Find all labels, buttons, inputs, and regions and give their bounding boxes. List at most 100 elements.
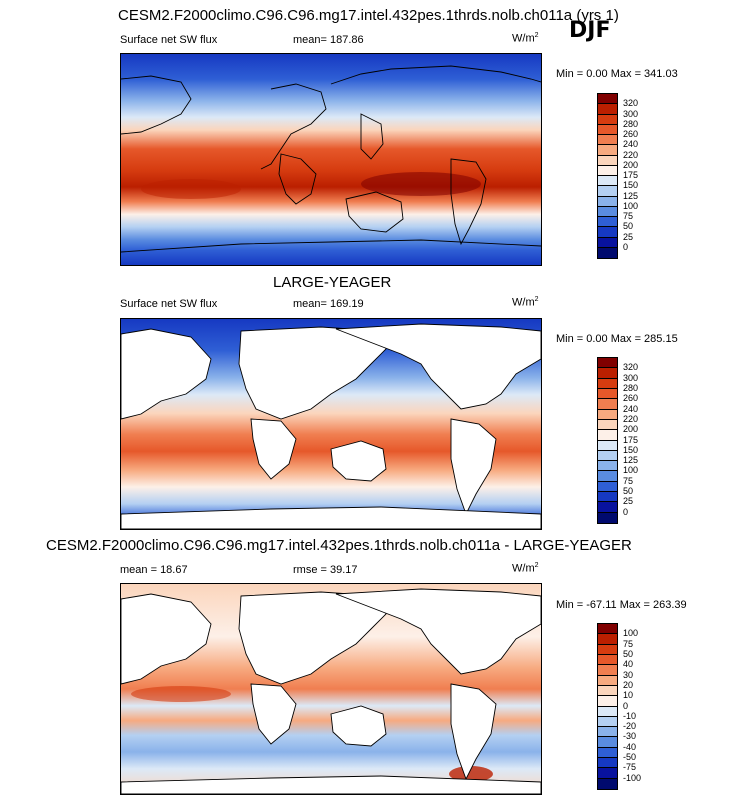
colorbar-swatch [598, 176, 617, 187]
colorbar-level-label: -100 [623, 772, 642, 783]
colorbar-level-label: 40 [623, 659, 634, 670]
colorbar-level-label: 75 [623, 211, 634, 221]
colorbar-level-label: 200 [623, 424, 639, 435]
colorbar-level-label: 175 [623, 434, 639, 445]
panel3-mean: mean = 18.67 [120, 564, 188, 576]
colorbar-swatch [598, 716, 617, 728]
colorbar-level-label: 50 [623, 221, 634, 232]
panel3-positive-band [131, 686, 231, 702]
panel2-variable: Surface net SW flux [120, 298, 218, 310]
panel1-coastlines [121, 65, 541, 253]
panel3-mean-label: mean = [120, 564, 157, 576]
colorbar-swatch [598, 665, 617, 676]
panel1-max-core [361, 172, 481, 196]
panel3-land [121, 588, 541, 794]
panel1-minmax: Min = 0.00 Max = 341.03 [556, 68, 678, 80]
colorbar-swatch [598, 388, 617, 400]
colorbar-level-label: 25 [623, 496, 634, 507]
colorbar-swatch [598, 358, 617, 369]
panel1-variable: Surface net SW flux [120, 34, 218, 46]
colorbar-level-label: -40 [623, 741, 637, 752]
colorbar-level-label: 220 [623, 413, 639, 424]
colorbar-level-label: 200 [623, 159, 639, 170]
colorbar-swatch [598, 227, 617, 238]
colorbar-swatch [598, 378, 617, 389]
colorbar-swatch [598, 727, 617, 738]
panel1-field [121, 54, 541, 265]
panel2-title: LARGE-YEAGER [273, 274, 392, 291]
panel3-map [120, 583, 542, 795]
colorbar-swatch [598, 512, 617, 523]
panel1-units: W/m2 [512, 32, 539, 45]
colorbar-level-label: 0 [623, 700, 629, 711]
panel3-minmax: Min = -67.11 Max = 263.39 [556, 599, 687, 611]
colorbar-swatch [598, 114, 617, 125]
panel2-units: W/m2 [512, 296, 539, 309]
panel3-rmse-value: 39.17 [330, 564, 358, 576]
colorbar-level-label: -50 [623, 752, 637, 763]
colorbar-level-label: 100 [623, 200, 639, 211]
colorbar-swatch [598, 778, 617, 789]
panel2-mean-value: 169.19 [330, 298, 364, 310]
colorbar-swatch [598, 135, 617, 146]
colorbar-level-label: 30 [623, 669, 634, 680]
colorbar-level-label: -10 [623, 710, 637, 721]
colorbar-level-label: 280 [623, 118, 639, 129]
panel3-units-exp: 2 [534, 562, 539, 569]
panel1-max-core-2 [141, 179, 241, 199]
colorbar-swatch [598, 481, 617, 493]
colorbar-swatch [598, 654, 617, 666]
colorbar-swatch [598, 430, 617, 441]
colorbar-swatch [598, 461, 617, 472]
colorbar-swatch [598, 206, 617, 217]
colorbar-level-label: 10 [623, 690, 634, 701]
colorbar-swatch [598, 124, 617, 135]
colorbar-level-label: 25 [623, 231, 634, 242]
colorbar-level-label: 260 [623, 393, 639, 404]
colorbar-swatch [598, 409, 617, 420]
colorbar-swatch [598, 624, 617, 635]
colorbar-swatch [598, 145, 617, 156]
colorbar-swatch [598, 104, 617, 115]
colorbar-swatch [598, 247, 617, 258]
colorbar-level-label: 75 [623, 638, 634, 649]
colorbar-level-label: -20 [623, 721, 637, 732]
colorbar-swatch [598, 186, 617, 197]
colorbar-level-label: 150 [623, 180, 639, 191]
colorbar-level-label: 175 [623, 170, 639, 180]
colorbar-swatch [598, 644, 617, 655]
colorbar-swatch [598, 706, 617, 717]
colorbar-swatch [598, 196, 617, 207]
panel2-units-base: W/m [512, 296, 535, 309]
colorbar-swatch [598, 419, 617, 431]
colorbar-swatch [598, 768, 617, 779]
colorbar-level-label: -30 [623, 731, 637, 742]
colorbar-level-label: 75 [623, 475, 634, 486]
colorbar-level-label: 240 [623, 403, 639, 414]
panel2-map-svg [121, 319, 541, 529]
season-label: DJF [569, 18, 611, 43]
colorbar-swatch [598, 675, 617, 686]
colorbar-level-label: 150 [623, 444, 639, 455]
panel1-units-base: W/m [512, 32, 535, 45]
colorbar-swatch [598, 155, 617, 166]
panel2-map [120, 318, 542, 530]
colorbar-swatch [598, 440, 617, 451]
colorbar-level-label: 320 [623, 362, 639, 373]
colorbar-level-label: 125 [623, 190, 639, 201]
colorbar-level-label: 260 [623, 129, 639, 139]
panel2-mean: mean= 169.19 [293, 298, 364, 310]
colorbar-level-label: 240 [623, 139, 639, 150]
colorbar-level-label: 100 [623, 628, 639, 639]
panel2-mean-label: mean= [293, 298, 327, 310]
panel1-map-svg [121, 54, 541, 265]
panel3-units-base: W/m [512, 562, 535, 575]
colorbar-level-label: 320 [623, 98, 639, 109]
colorbar-level-label: 300 [623, 108, 639, 119]
panel3-units: W/m2 [512, 562, 539, 575]
panel1-title: CESM2.F2000climo.C96.C96.mg17.intel.432p… [118, 7, 619, 24]
colorbar-level-label: 0 [623, 241, 629, 252]
panel3-map-svg [121, 584, 541, 794]
panel3-title: CESM2.F2000climo.C96.C96.mg17.intel.432p… [46, 537, 632, 554]
colorbar-swatch [598, 217, 617, 228]
